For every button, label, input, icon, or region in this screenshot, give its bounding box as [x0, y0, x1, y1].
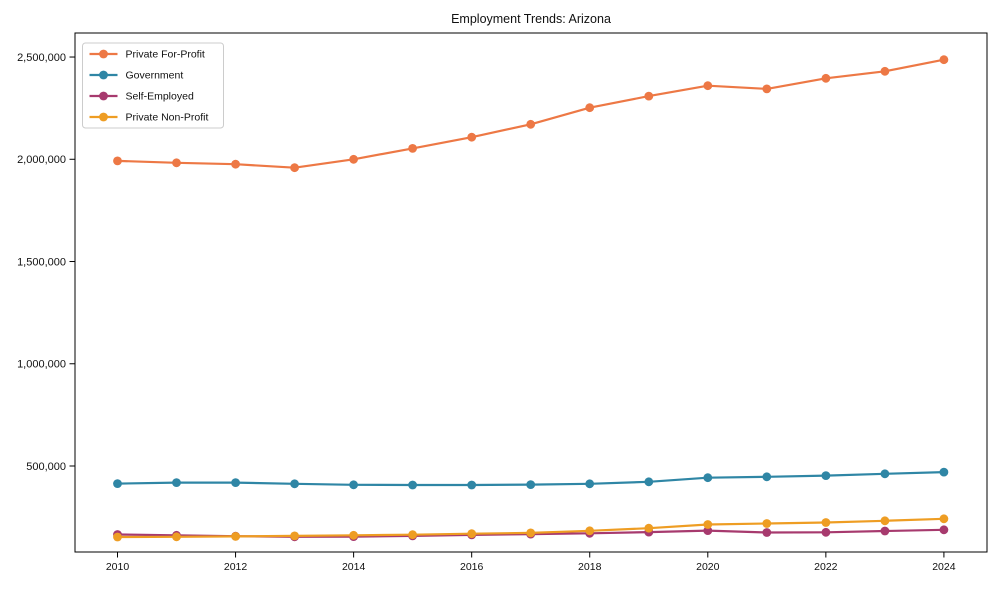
series-marker-private-non-profit [526, 528, 536, 538]
series-marker-government [408, 480, 417, 490]
series-marker-self-employed [821, 527, 831, 537]
series-marker-government [762, 472, 772, 482]
series-marker-private-non-profit [762, 519, 772, 528]
series-marker-private-for-profit [821, 73, 831, 83]
series-marker-private-for-profit [644, 91, 654, 101]
series-marker-government [880, 469, 890, 479]
series-marker-private-for-profit [939, 55, 949, 65]
x-axis-tick-label: 2010 [106, 561, 130, 573]
series-marker-private-for-profit [526, 119, 536, 129]
series-marker-private-non-profit [939, 514, 949, 524]
series-marker-private-non-profit [644, 523, 654, 533]
x-axis-tick-label: 2018 [578, 561, 602, 573]
x-axis-tick-label: 2014 [342, 561, 366, 573]
series-marker-private-for-profit [231, 159, 241, 169]
series-marker-private-for-profit [113, 156, 122, 166]
series-marker-private-non-profit [113, 532, 122, 542]
series-marker-self-employed [762, 528, 772, 537]
series-marker-private-non-profit [290, 531, 299, 541]
series-marker-private-for-profit [880, 66, 890, 76]
legend-label-private-non-profit: Private Non-Profit [126, 112, 209, 124]
series-marker-private-non-profit [703, 520, 713, 529]
series-marker-government [290, 479, 299, 489]
x-axis-tick-label: 2016 [460, 561, 484, 573]
series-marker-private-non-profit [467, 529, 477, 539]
series-marker-private-non-profit [880, 516, 890, 526]
plot-border [74, 32, 988, 553]
series-marker-government [703, 473, 713, 483]
legend-swatch-marker-government [99, 70, 108, 80]
series-line-private-for-profit [116, 58, 946, 169]
series-marker-self-employed [880, 526, 890, 536]
legend-label-self-employed: Self-Employed [126, 91, 194, 103]
series-marker-private-for-profit [585, 103, 595, 113]
series-marker-private-non-profit [231, 532, 241, 541]
legend-swatch-marker-private-for-profit [99, 49, 108, 59]
y-axis-tick-label: 500,000 [26, 461, 66, 473]
y-axis-tick-label: 1,000,000 [17, 359, 66, 371]
x-axis-tick-label: 2012 [224, 561, 248, 573]
y-axis-tick-label: 1,500,000 [17, 256, 66, 268]
series-marker-private-for-profit [349, 154, 358, 164]
legend-box [82, 42, 224, 129]
series-marker-private-non-profit [408, 530, 417, 540]
series-marker-government [467, 480, 477, 490]
series-marker-government [113, 479, 122, 488]
series-marker-private-for-profit [703, 81, 713, 91]
y-axis-tick-label: 2,500,000 [17, 52, 66, 64]
legend-swatch-marker-private-non-profit [99, 112, 108, 122]
x-axis-tick-label: 2024 [932, 561, 956, 573]
series-marker-government [231, 478, 241, 487]
series-marker-private-for-profit [408, 144, 417, 153]
y-axis-tick-label: 2,000,000 [17, 154, 66, 166]
series-marker-government [939, 467, 949, 477]
series-marker-government [349, 480, 358, 490]
x-axis-tick-label: 2022 [814, 561, 838, 573]
series-marker-private-non-profit [172, 532, 181, 542]
series-marker-private-for-profit [762, 84, 772, 94]
series-marker-private-for-profit [172, 158, 181, 168]
series-marker-self-employed [703, 526, 713, 535]
series-marker-private-non-profit [349, 530, 358, 540]
series-marker-private-for-profit [467, 132, 477, 142]
series-marker-government [172, 478, 181, 487]
x-axis-tick-label: 2020 [696, 561, 720, 573]
series-marker-government [821, 471, 831, 480]
chart-title: Employment Trends: Arizona [451, 12, 611, 26]
legend-swatch-marker-self-employed [99, 91, 108, 101]
series-marker-government [526, 480, 536, 489]
series-marker-private-non-profit [585, 526, 595, 536]
legend-label-private-for-profit: Private For-Profit [126, 49, 205, 61]
legend-label-government: Government [126, 70, 184, 82]
series-marker-private-for-profit [290, 163, 299, 173]
series-marker-government [644, 477, 654, 487]
series-marker-government [585, 479, 595, 489]
series-marker-self-employed [939, 525, 949, 535]
series-marker-private-non-profit [821, 518, 831, 527]
